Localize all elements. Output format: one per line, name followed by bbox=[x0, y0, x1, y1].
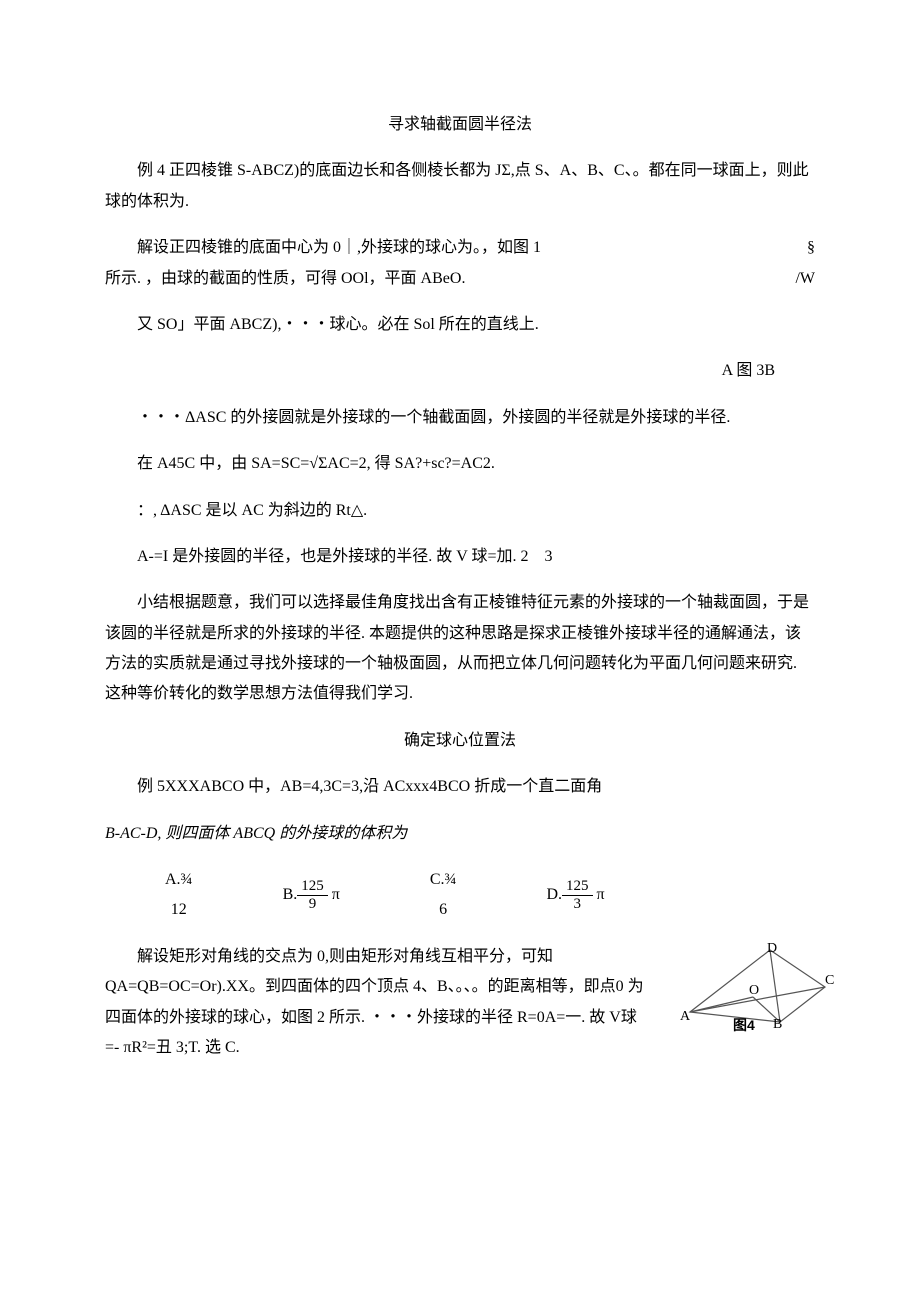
choice-d-label: D. bbox=[546, 880, 562, 910]
section1-p6-text: 在 A45C 中，由 SA=SC=√ΣAC=2, 得 SA?+sc?=AC2. bbox=[137, 455, 495, 472]
figure-4-svg: A C D O bbox=[675, 942, 835, 1037]
choices-row: A.¾ 12 B. 125 9 π C.¾ 6 D. 125 3 π bbox=[165, 865, 815, 926]
section1-title: 寻求轴截面圆半径法 bbox=[105, 110, 815, 140]
section1-p1: 例 4 正四棱锥 S-ABCZ)的底面边长和各侧棱长都为 JΣ,点 S、A、B、… bbox=[105, 156, 815, 217]
choice-b-suffix: π bbox=[332, 880, 340, 910]
fig4-vertex-a: A bbox=[680, 1009, 691, 1024]
section1-p8: A-=I 是外接圆的半径，也是外接球的半径. 故 V 球=加. 2 3 bbox=[105, 542, 815, 572]
section2-title: 确定球心位置法 bbox=[105, 726, 815, 756]
fig4-vertex-c: C bbox=[825, 973, 834, 988]
figure-4: A C D O 图4 B bbox=[675, 942, 835, 1037]
section2-p3: 解设矩形对角线的交点为 0,则由矩形对角线互相平分，可知QA=QB=OC=Or)… bbox=[105, 942, 645, 1064]
choice-d: D. 125 3 π bbox=[546, 865, 604, 926]
section2-p2: B-AC-D, 则四面体 ABCQ 的外接球的体积为 bbox=[105, 819, 815, 849]
section1-summary: 小结根据题意，我们可以选择最佳角度找出含有正棱锥特征元素的外接球的一个轴裁面圆，… bbox=[105, 588, 815, 710]
choice-c-bottom: 6 bbox=[439, 895, 447, 925]
choice-b-label: B. bbox=[283, 880, 298, 910]
section1-p4: 又 SO」平面 ABCZ),・・・球心。必在 Sol 所在的直线上. bbox=[105, 310, 815, 340]
choice-b: B. 125 9 π bbox=[283, 865, 340, 926]
choice-d-frac: 125 3 bbox=[562, 878, 593, 912]
section1-p3-left: 所示. ，由球的截面的性质，可得 OOl，平面 ABeO. bbox=[105, 264, 735, 294]
choice-a: A.¾ 12 bbox=[165, 865, 193, 926]
section1-p2-right: § bbox=[735, 233, 815, 263]
section1-p3-right: /W bbox=[735, 264, 815, 294]
choice-d-num: 125 bbox=[562, 878, 593, 896]
choice-b-frac: 125 9 bbox=[297, 878, 328, 912]
section1-p7: ：, ΔASC 是以 AC 为斜边的 Rt△. bbox=[105, 496, 815, 526]
choice-d-den: 3 bbox=[570, 896, 586, 913]
choice-a-top: A.¾ bbox=[165, 865, 193, 895]
choice-b-num: 125 bbox=[297, 878, 328, 896]
fig4-vertex-d: D bbox=[767, 942, 777, 956]
fig4-vertex-b: B bbox=[773, 1012, 782, 1039]
choice-c: C.¾ 6 bbox=[430, 865, 457, 926]
choice-c-top: C.¾ bbox=[430, 865, 457, 895]
fig3-label: A 图 3B bbox=[105, 356, 815, 386]
section2-solution-block: 解设矩形对角线的交点为 0,则由矩形对角线互相平分，可知QA=QB=OC=Or)… bbox=[105, 942, 815, 1064]
section1-p5: ・・・ΔASC 的外接圆就是外接球的一个轴截面圆，外接圆的半径就是外接球的半径. bbox=[105, 403, 815, 433]
choice-a-bottom: 12 bbox=[171, 895, 187, 925]
fig4-vertex-o: O bbox=[749, 983, 759, 998]
section2-p1: 例 5XXXABCO 中，AB=4,3C=3,沿 ACxxx4BCO 折成一个直… bbox=[105, 772, 815, 802]
section1-p6: 在 A45C 中，由 SA=SC=√ΣAC=2, 得 SA?+sc?=AC2. bbox=[105, 449, 815, 479]
choice-d-suffix: π bbox=[597, 880, 605, 910]
section1-p2-left: 解设正四棱锥的底面中心为 0｜,外接球的球心为。，如图 1 bbox=[105, 233, 735, 263]
fig4-caption: 图4 bbox=[733, 1012, 755, 1039]
choice-b-den: 9 bbox=[305, 896, 321, 913]
